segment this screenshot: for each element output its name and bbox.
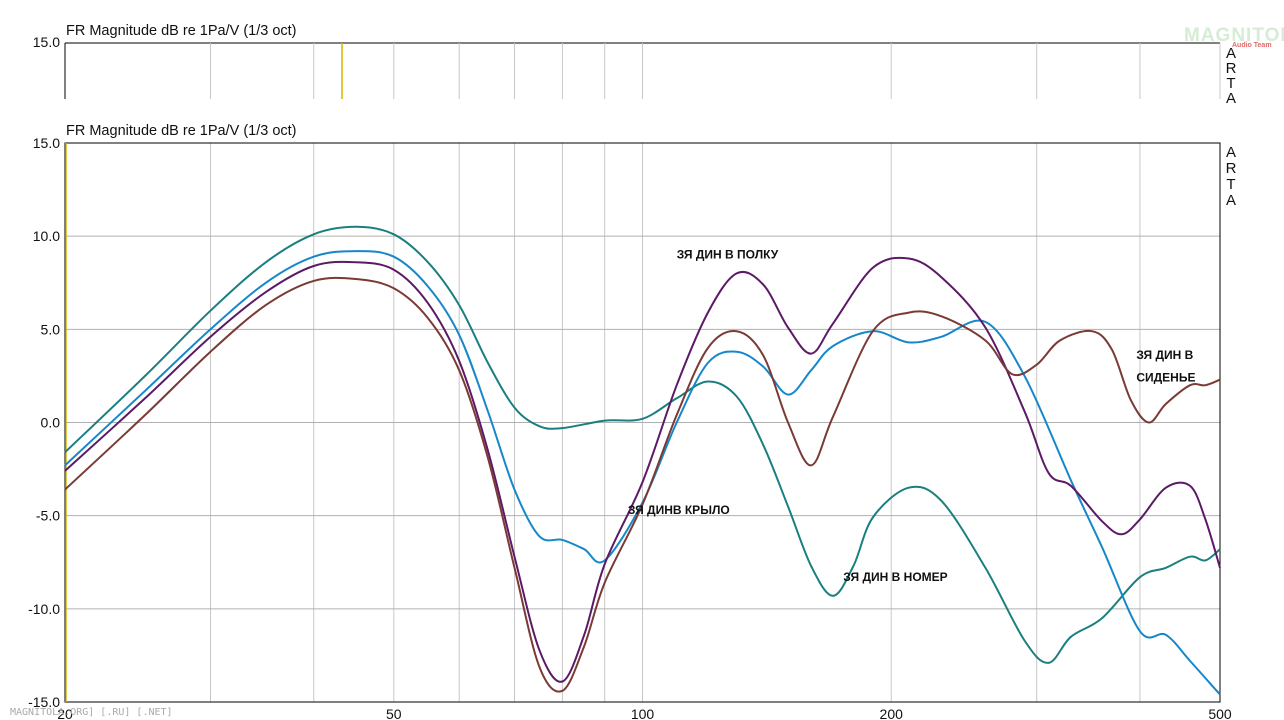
y-tick-label: -15.0 [28,694,60,710]
y-tick-label: -10.0 [28,601,60,617]
svg-text:T: T [1226,75,1235,92]
annotation-label: ЗЯ ДИН В ПОЛКУ [677,248,779,262]
x-tick-label: 200 [880,706,904,720]
annotation-label: СИДЕНЬЕ [1136,371,1195,385]
x-tick-label: 20 [57,706,73,720]
annotation-label: ЗЯ ДИНВ КРЫЛО [628,503,730,517]
annotation-label: ЗЯ ДИН В НОМЕР [843,570,947,584]
svg-text:T: T [1226,176,1235,193]
svg-text:R: R [1226,160,1237,177]
series-line-2 [64,250,1221,696]
y-tick-label: 0.0 [41,415,61,431]
annotation-label: ЗЯ ДИН В [1136,348,1193,362]
top-panel-title: FR Magnitude dB re 1Pa/V (1/3 oct) [66,23,297,39]
chart-title: FR Magnitude dB re 1Pa/V (1/3 oct) [66,123,297,139]
y-tick-label: 10.0 [33,228,60,244]
watermark: MAGNITOLA.ORG] [.RU] [.NET] [10,707,173,718]
top-panel-y-label: 15.0 [33,34,60,50]
svg-text:R: R [1226,60,1237,77]
chart-axes: 15.0 10.0 5.0 0.0 -5.0 -10.0 -15.020 50 100 200 50… [28,135,1232,720]
top-panel: FR Magnitude dB re 1Pa/V (1/3 oct) 15.0 … [33,23,1237,107]
chart-series [64,225,1221,696]
svg-text:A: A [1226,90,1236,107]
logo-subtitle: Audio Team [1232,42,1272,49]
series-line-4 [64,276,1221,693]
svg-text:A: A [1226,144,1236,161]
series-line-3 [64,256,1221,683]
x-tick-label: 100 [631,706,655,720]
x-tick-label: 500 [1208,706,1232,720]
y-tick-label: 15.0 [33,135,60,151]
chart-annotations: ЗЯ ДИН В ПОЛКУ ЗЯ ДИН В СИДЕНЬЕ ЗЯ ДИНВ КРЫ… [628,248,1196,584]
svg-text:A: A [1226,192,1236,209]
svg-text:A: A [1226,45,1236,62]
top-panel-arta-label: A R T A [1226,45,1237,107]
y-tick-label: 5.0 [41,321,61,337]
plot-frame [64,142,1221,703]
chart-arta-label: A R T A [1226,144,1237,209]
x-tick-label: 50 [386,706,402,720]
series-line-1 [64,225,1221,664]
y-tick-label: -5.0 [36,508,60,524]
logo: MAGNITOLA [1184,25,1284,46]
